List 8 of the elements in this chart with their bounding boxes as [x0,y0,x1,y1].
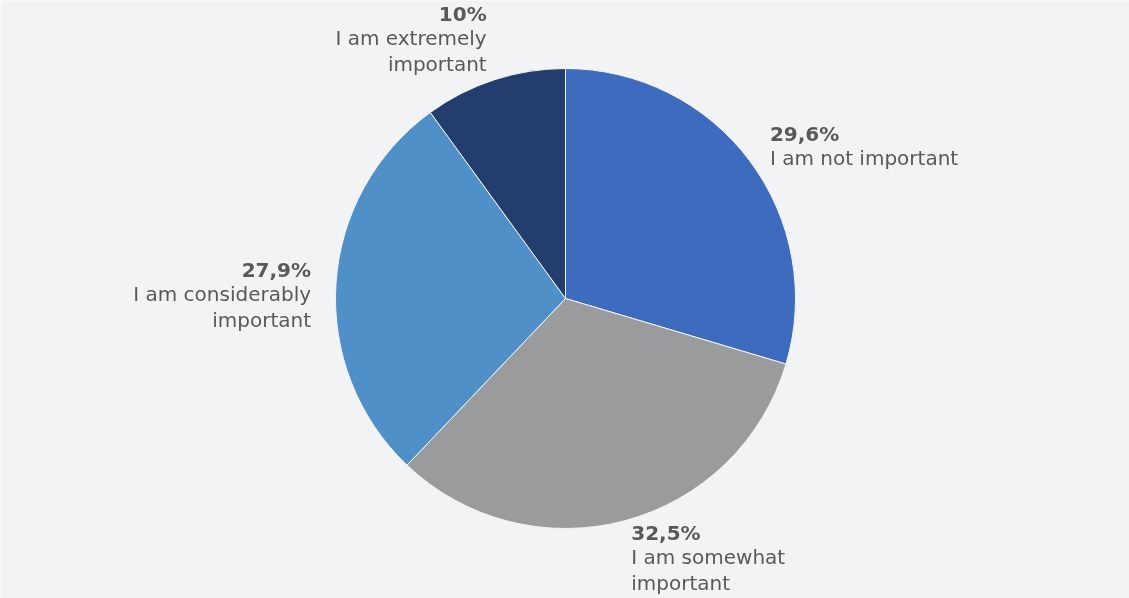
data-label: 29,6% [769,122,840,147]
slice-label: I am not important [769,146,959,171]
slice-label: I am considerably important [133,281,312,333]
data-label: 10% [438,1,487,26]
data-label: 32,5% [631,520,701,545]
slice-label: I am extremely important [335,25,487,77]
data-label: 27,9% [241,257,312,282]
slice-label: I am somewhat important [631,544,786,596]
